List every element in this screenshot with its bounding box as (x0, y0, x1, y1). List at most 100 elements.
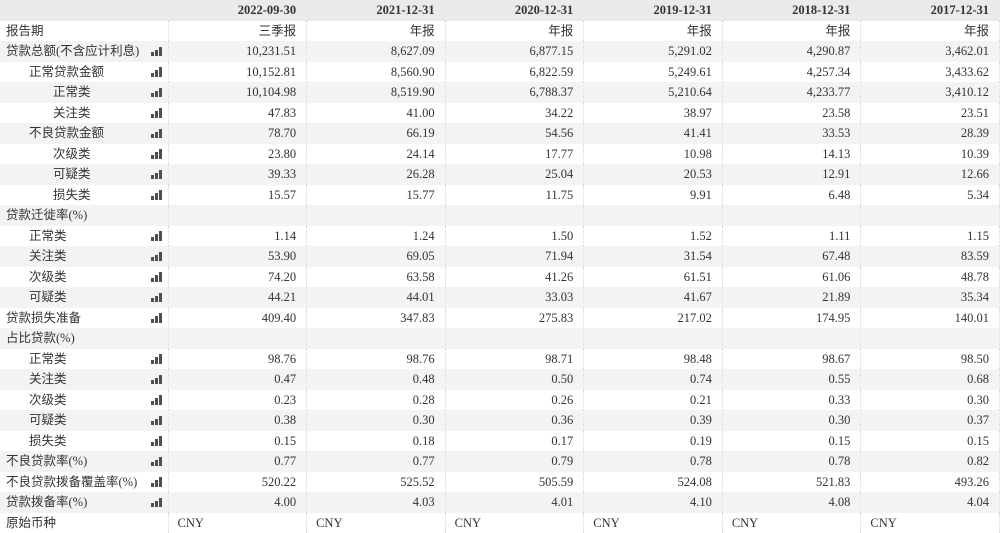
table-row: 次级类 0.23 0.28 0.26 0.21 0.33 0.30 (0, 389, 1000, 410)
cell-value: 0.18 (306, 430, 446, 451)
table-row: 次级类 74.20 63.58 41.26 61.51 61.06 48.78 (0, 266, 1000, 287)
table-row: 关注类 47.83 41.00 34.22 38.97 23.58 23.51 (0, 102, 1000, 124)
table-row: 可疑类 0.38 0.30 0.36 0.39 0.30 0.37 (0, 410, 1000, 431)
cell-value: 6,788.37 (444, 82, 584, 103)
cell-value: 69.05 (306, 246, 446, 267)
bar-chart-icon[interactable] (151, 415, 162, 426)
row-label-cell: 关注类 (0, 103, 168, 124)
bar-chart-icon[interactable] (151, 477, 162, 487)
cell-value: CNY (444, 512, 584, 533)
table-row: 关注类 0.47 0.48 0.50 0.74 0.55 0.68 (0, 369, 1000, 390)
table-row: 贷款拨备率(%) 4.00 4.03 4.01 4.10 4.08 4.04 (0, 492, 1000, 513)
row-label: 正常贷款金额 (29, 64, 105, 79)
cell-value: 10,231.51 (167, 41, 307, 62)
cell-value: 0.39 (583, 410, 723, 431)
cell-value: 0.33 (721, 389, 861, 410)
cell-value: 10,104.98 (167, 82, 307, 103)
cell-value: 0.30 (721, 410, 861, 431)
bar-chart-icon[interactable] (151, 251, 162, 262)
cell-value: 521.83 (721, 471, 861, 492)
cell-value: 5,291.02 (583, 41, 723, 62)
cell-value: 10,152.81 (167, 61, 307, 82)
cell-value: 0.26 (444, 389, 584, 410)
bar-chart-icon[interactable] (151, 67, 162, 77)
bar-chart-icon[interactable] (151, 87, 162, 98)
column-header-date: 2020-12-31 (444, 0, 584, 21)
row-label-cell: 贷款迁徙率(%) (0, 205, 168, 226)
bar-chart-icon[interactable] (151, 231, 162, 241)
table-row: 原始币种 CNY CNY CNY CNY CNY CNY (0, 512, 1000, 533)
cell-value: 23.58 (721, 102, 861, 123)
row-label: 正常类 (29, 351, 67, 366)
cell-value: CNY (167, 512, 307, 533)
cell-value: 5,210.64 (583, 82, 723, 103)
cell-value: 17.77 (444, 143, 584, 164)
cell-value: 54.56 (444, 123, 584, 144)
row-label-cell: 正常类 (0, 349, 168, 370)
table-row: 损失类 15.57 15.77 11.75 9.91 6.48 5.34 (0, 184, 1000, 206)
cell-value: 217.02 (583, 307, 723, 328)
cell-value: 78.70 (167, 123, 307, 144)
bar-chart-icon[interactable] (151, 169, 162, 180)
cell-value: 0.55 (721, 369, 861, 390)
row-label-cell: 关注类 (0, 246, 168, 267)
cell-value (583, 328, 723, 349)
bar-chart-icon[interactable] (151, 456, 162, 467)
bar-chart-icon[interactable] (151, 149, 162, 159)
cell-value: 74.20 (167, 266, 307, 287)
table-row: 贷款迁徙率(%) (0, 205, 1000, 226)
cell-value: 9.91 (583, 184, 723, 205)
column-header-date: 2022-09-30 (167, 0, 307, 21)
row-label-cell: 正常类 (0, 82, 168, 103)
row-label: 正常类 (53, 85, 91, 99)
bar-chart-icon[interactable] (151, 395, 162, 405)
cell-value: 525.52 (306, 471, 446, 492)
row-label: 贷款损失准备 (6, 310, 82, 325)
bar-chart-icon[interactable] (151, 190, 162, 200)
table-row: 正常类 98.76 98.76 98.71 98.48 98.67 98.50 (0, 348, 1000, 370)
column-header-date: 2018-12-31 (721, 0, 861, 21)
cell-value: 0.30 (860, 389, 1000, 410)
cell-value: 39.33 (167, 164, 307, 185)
cell-value: 44.01 (306, 287, 446, 308)
cell-value: 11.75 (444, 184, 584, 205)
cell-value: 25.04 (444, 164, 584, 185)
cell-value: 347.83 (306, 307, 446, 328)
cell-value: 0.15 (860, 430, 1000, 451)
cell-value: 34.22 (444, 102, 584, 123)
bar-chart-icon[interactable] (151, 374, 162, 385)
table-row: 正常类 1.14 1.24 1.50 1.52 1.11 1.15 (0, 225, 1000, 246)
bar-chart-icon[interactable] (151, 497, 162, 508)
table-row: 不良贷款率(%) 0.77 0.77 0.79 0.78 0.78 0.82 (0, 451, 1000, 472)
bar-chart-icon[interactable] (151, 128, 162, 139)
cell-value: 520.22 (167, 471, 307, 492)
bar-chart-icon[interactable] (151, 292, 162, 303)
bar-chart-icon[interactable] (151, 272, 162, 282)
row-label: 贷款迁徙率(%) (6, 208, 88, 222)
row-label: 不良贷款拨备覆盖率(%) (6, 474, 138, 489)
cell-value: 0.79 (444, 451, 584, 472)
row-label: 损失类 (29, 433, 67, 448)
cell-value: 3,410.12 (860, 82, 1000, 103)
row-label-cell: 损失类 (0, 185, 168, 206)
row-label-cell: 可疑类 (0, 410, 168, 431)
cell-value: 0.82 (860, 451, 1000, 472)
bar-chart-icon[interactable] (151, 354, 162, 364)
bar-chart-icon[interactable] (151, 436, 162, 446)
cell-value: CNY (583, 512, 723, 533)
cell-value: 38.97 (583, 102, 723, 123)
cell-value: 61.06 (721, 266, 861, 287)
cell-value: 年报 (721, 20, 861, 41)
cell-value (306, 328, 446, 349)
bar-chart-icon[interactable] (151, 46, 162, 57)
cell-value: 524.08 (583, 471, 723, 492)
bar-chart-icon[interactable] (151, 313, 162, 323)
row-label-cell: 关注类 (0, 369, 168, 390)
cell-value: 26.28 (306, 164, 446, 185)
table-row: 正常类 10,104.98 8,519.90 6,788.37 5,210.64 4,23… (0, 82, 1000, 103)
bar-chart-icon[interactable] (151, 108, 162, 118)
cell-value: 0.36 (444, 410, 584, 431)
table-row: 关注类 53.90 69.05 71.94 31.54 67.48 83.59 (0, 246, 1000, 267)
row-label-cell: 次级类 (0, 144, 168, 165)
cell-value: 1.14 (167, 225, 307, 246)
